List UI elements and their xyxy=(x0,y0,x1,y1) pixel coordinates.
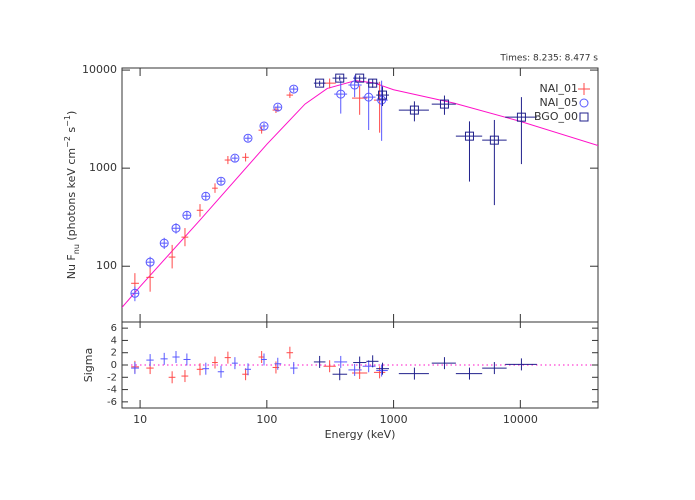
point xyxy=(336,89,346,99)
y-label-part: (photons keV cm xyxy=(65,148,78,244)
point xyxy=(378,90,388,100)
sigma-tick-label: -6 xyxy=(107,397,117,408)
legend-symbol xyxy=(579,98,589,108)
point xyxy=(259,121,269,131)
point xyxy=(216,176,226,186)
point xyxy=(159,238,169,248)
sigma-tick-label: 2 xyxy=(111,348,117,359)
sigma-tick-label: -4 xyxy=(107,385,117,396)
x-axis-label: Energy (keV) xyxy=(325,428,396,441)
point xyxy=(145,257,155,267)
point xyxy=(171,223,181,233)
model-line xyxy=(122,80,598,308)
x-tick-label: 1000 xyxy=(380,413,408,426)
legend-label: BGO_00 xyxy=(534,110,578,123)
sigma-tick-label: 4 xyxy=(111,335,117,346)
point xyxy=(368,78,378,88)
point xyxy=(377,95,387,105)
point xyxy=(355,73,365,83)
point xyxy=(289,84,299,94)
point xyxy=(335,73,345,83)
point xyxy=(489,135,499,145)
x-tick-label: 100 xyxy=(256,413,277,426)
time-annotation: Times: 8.235: 8.477 s xyxy=(499,54,598,64)
y-label-part: −2 xyxy=(63,136,72,148)
y-label-part: −1 xyxy=(63,115,72,127)
point xyxy=(230,153,240,163)
y-tick-label: 100 xyxy=(96,259,117,272)
spectrum-plot xyxy=(122,73,598,308)
point xyxy=(201,191,211,201)
y-tick-label: 1000 xyxy=(89,161,117,174)
legend-label: NAI_05 xyxy=(540,96,579,109)
point xyxy=(409,105,419,115)
point xyxy=(439,99,449,109)
point xyxy=(315,78,325,88)
sigma-tick-label: 6 xyxy=(111,323,117,334)
point xyxy=(364,92,374,102)
x-tick-label: 10 xyxy=(133,413,147,426)
sigma-tick-label: 0 xyxy=(111,360,117,371)
y-tick-label: 10000 xyxy=(82,63,117,76)
point xyxy=(350,80,360,90)
point xyxy=(243,133,253,143)
y-label-part: ) xyxy=(65,111,78,115)
sigma-label: Sigma xyxy=(82,348,95,382)
y-label-part: Nu F xyxy=(65,254,78,279)
residual-plot xyxy=(122,346,598,384)
point xyxy=(182,210,192,220)
point xyxy=(464,131,474,141)
point xyxy=(273,102,283,112)
legend-symbol xyxy=(579,112,589,122)
x-tick-label: 10000 xyxy=(503,413,538,426)
point xyxy=(516,112,526,122)
y-label-part: nu xyxy=(72,244,81,254)
point xyxy=(130,288,140,298)
sigma-tick-label: -2 xyxy=(107,372,117,383)
y-label-part: s xyxy=(65,127,78,136)
y-axis-label: Nu Fnu (photons keV cm−2 s−1) xyxy=(63,111,81,280)
legend-label: NAI_01 xyxy=(540,82,579,95)
